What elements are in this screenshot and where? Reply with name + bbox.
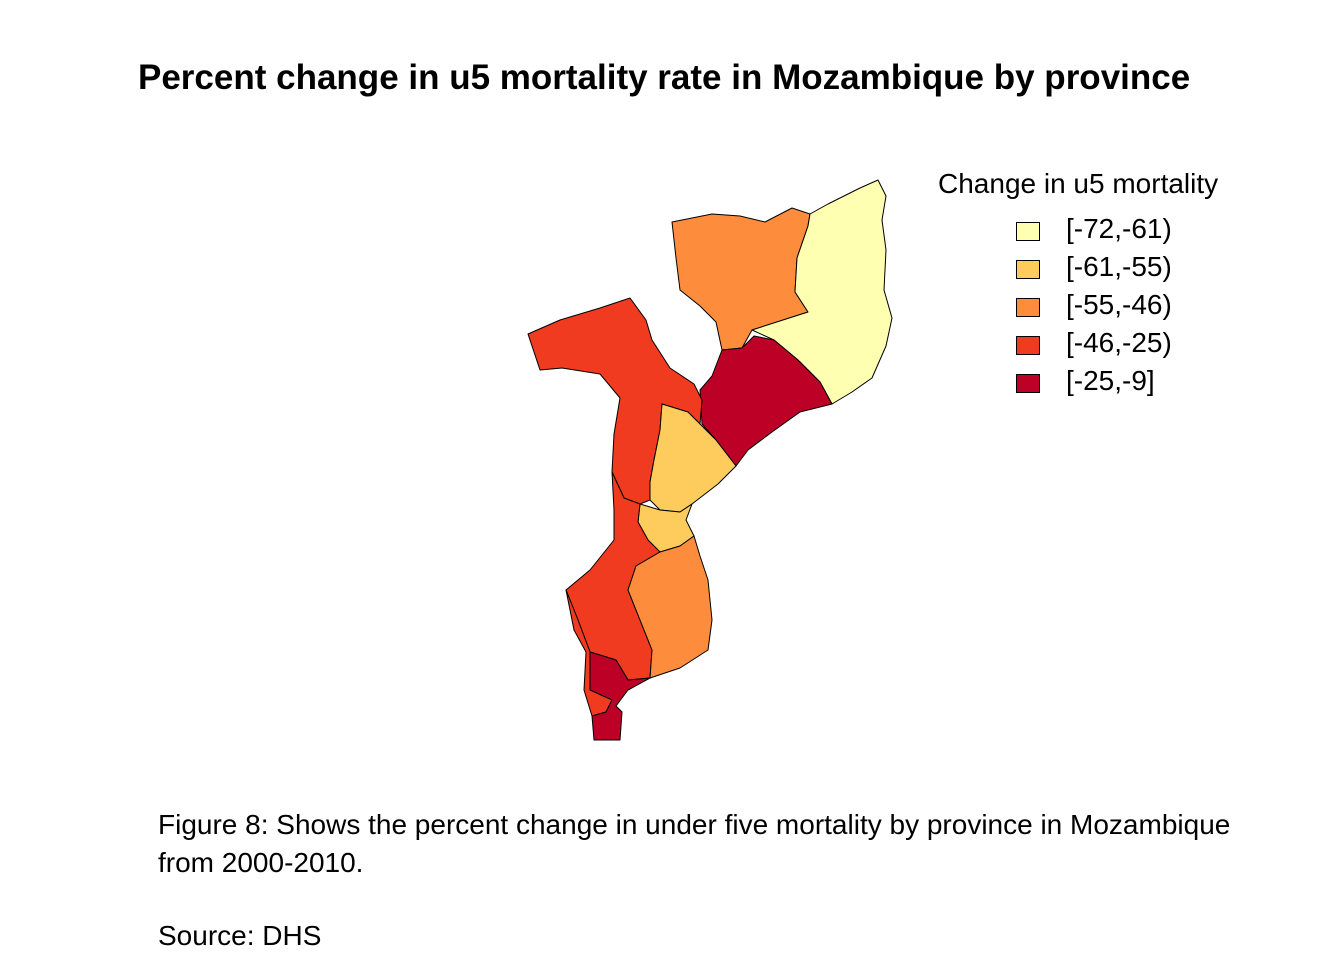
legend-label: [-61,-55) xyxy=(1066,251,1172,282)
source-note: Source: DHS xyxy=(158,920,322,951)
legend-swatch xyxy=(1016,374,1040,393)
map-legend: Change in u5 mortality [-72,-61) [-61,-5… xyxy=(938,168,1218,408)
legend-item: [-61,-55) xyxy=(938,251,1218,294)
legend-item: [-72,-61) xyxy=(938,213,1218,256)
province-region xyxy=(751,179,893,405)
legend-swatch xyxy=(1016,222,1040,241)
legend-label: [-25,-9] xyxy=(1066,365,1155,396)
legend-title: Change in u5 mortality xyxy=(938,168,1219,199)
map-title: Percent change in u5 mortality rate in M… xyxy=(138,58,1191,97)
legend-swatch xyxy=(1016,260,1040,279)
legend-swatch xyxy=(1016,336,1040,355)
legend-label: [-46,-25) xyxy=(1066,327,1172,358)
legend-item: [-25,-9] xyxy=(938,365,1218,408)
legend-item: [-46,-25) xyxy=(938,327,1218,370)
figure-caption: Figure 8: Shows the percent change in un… xyxy=(158,809,1231,878)
legend-item: [-55,-46) xyxy=(938,289,1218,332)
province-region xyxy=(589,651,651,741)
province-region xyxy=(627,535,713,679)
legend-label: [-55,-46) xyxy=(1066,289,1172,320)
legend-label: [-72,-61) xyxy=(1066,213,1172,244)
legend-swatch xyxy=(1016,298,1040,317)
